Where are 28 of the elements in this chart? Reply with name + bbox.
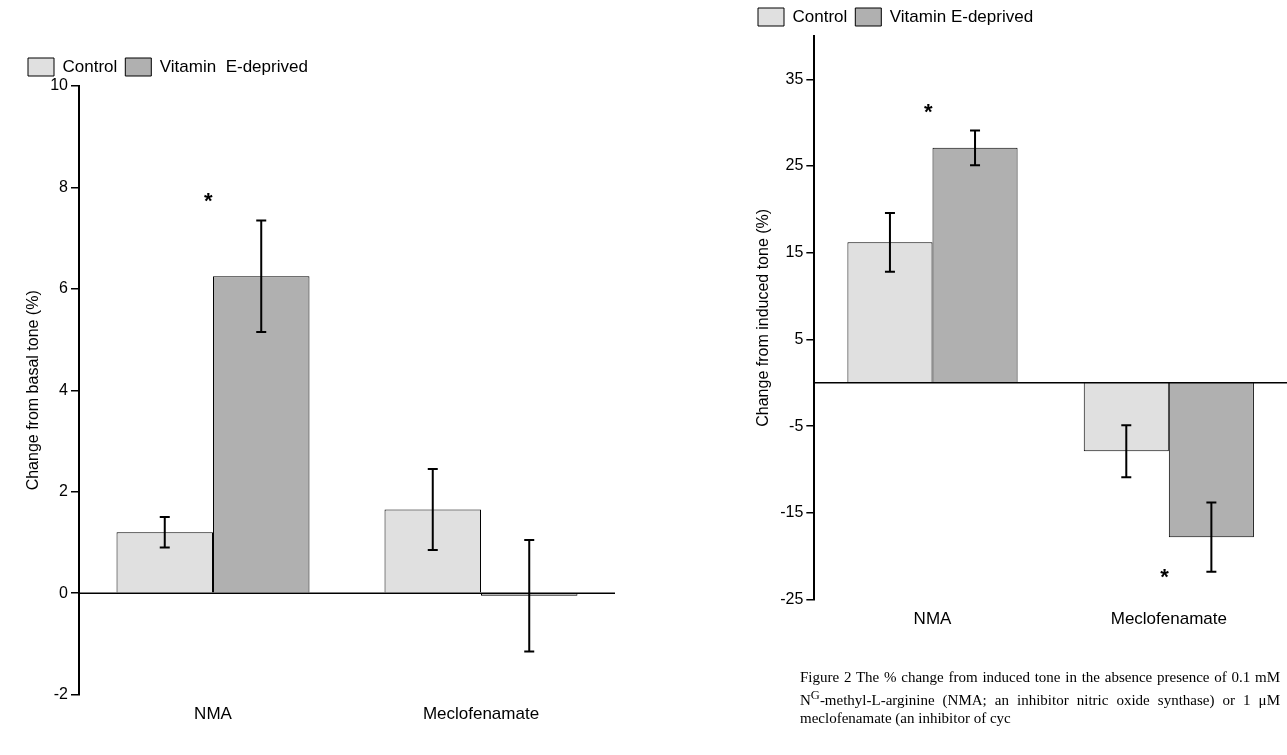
y-tick-label: 6 [59, 279, 69, 297]
annotation: * [923, 98, 933, 124]
y-axis-title: Change from basal tone (%) [24, 290, 42, 491]
legend-label: Vitamin E-deprived [159, 56, 308, 76]
y-tick-label: 15 [785, 243, 804, 261]
y-tick-label: 8 [59, 177, 69, 195]
legend-label: Control [792, 6, 848, 26]
y-tick-label: -2 [53, 685, 69, 703]
annotation: * [203, 188, 213, 214]
y-tick-label: 5 [794, 329, 804, 347]
y-tick-label: -25 [780, 590, 804, 608]
legend-label: Vitamin E-deprived [889, 6, 1034, 26]
y-tick-label: -15 [780, 503, 804, 521]
y-tick-label: 25 [785, 156, 804, 174]
y-tick-label: 10 [50, 76, 69, 94]
y-axis-title: Change from induced tone (%) [754, 208, 772, 427]
x-tick-label: Meclofenamate [422, 704, 540, 724]
caption: Figure 2 The % change from induced tone in the absence presence of 0.1 mM N$^{G}$-methyl-L-arginine (NMA; an inhibitor nitric oxide synthase) or 1 μM meclofenamate (an inhibitor of cyc [800, 668, 1280, 727]
y-tick-label: 2 [59, 482, 69, 500]
legend-label: Control [62, 56, 118, 76]
y-tick-label: -5 [789, 416, 804, 434]
y-tick-label: 0 [59, 583, 69, 601]
y-tick-label: 35 [785, 69, 804, 87]
x-tick-label: Meclofenamate [1110, 609, 1227, 629]
x-tick-label: NMA [194, 704, 233, 724]
x-tick-label: NMA [913, 609, 953, 629]
annotation: * [1160, 563, 1170, 589]
y-tick-label: 4 [59, 380, 69, 398]
